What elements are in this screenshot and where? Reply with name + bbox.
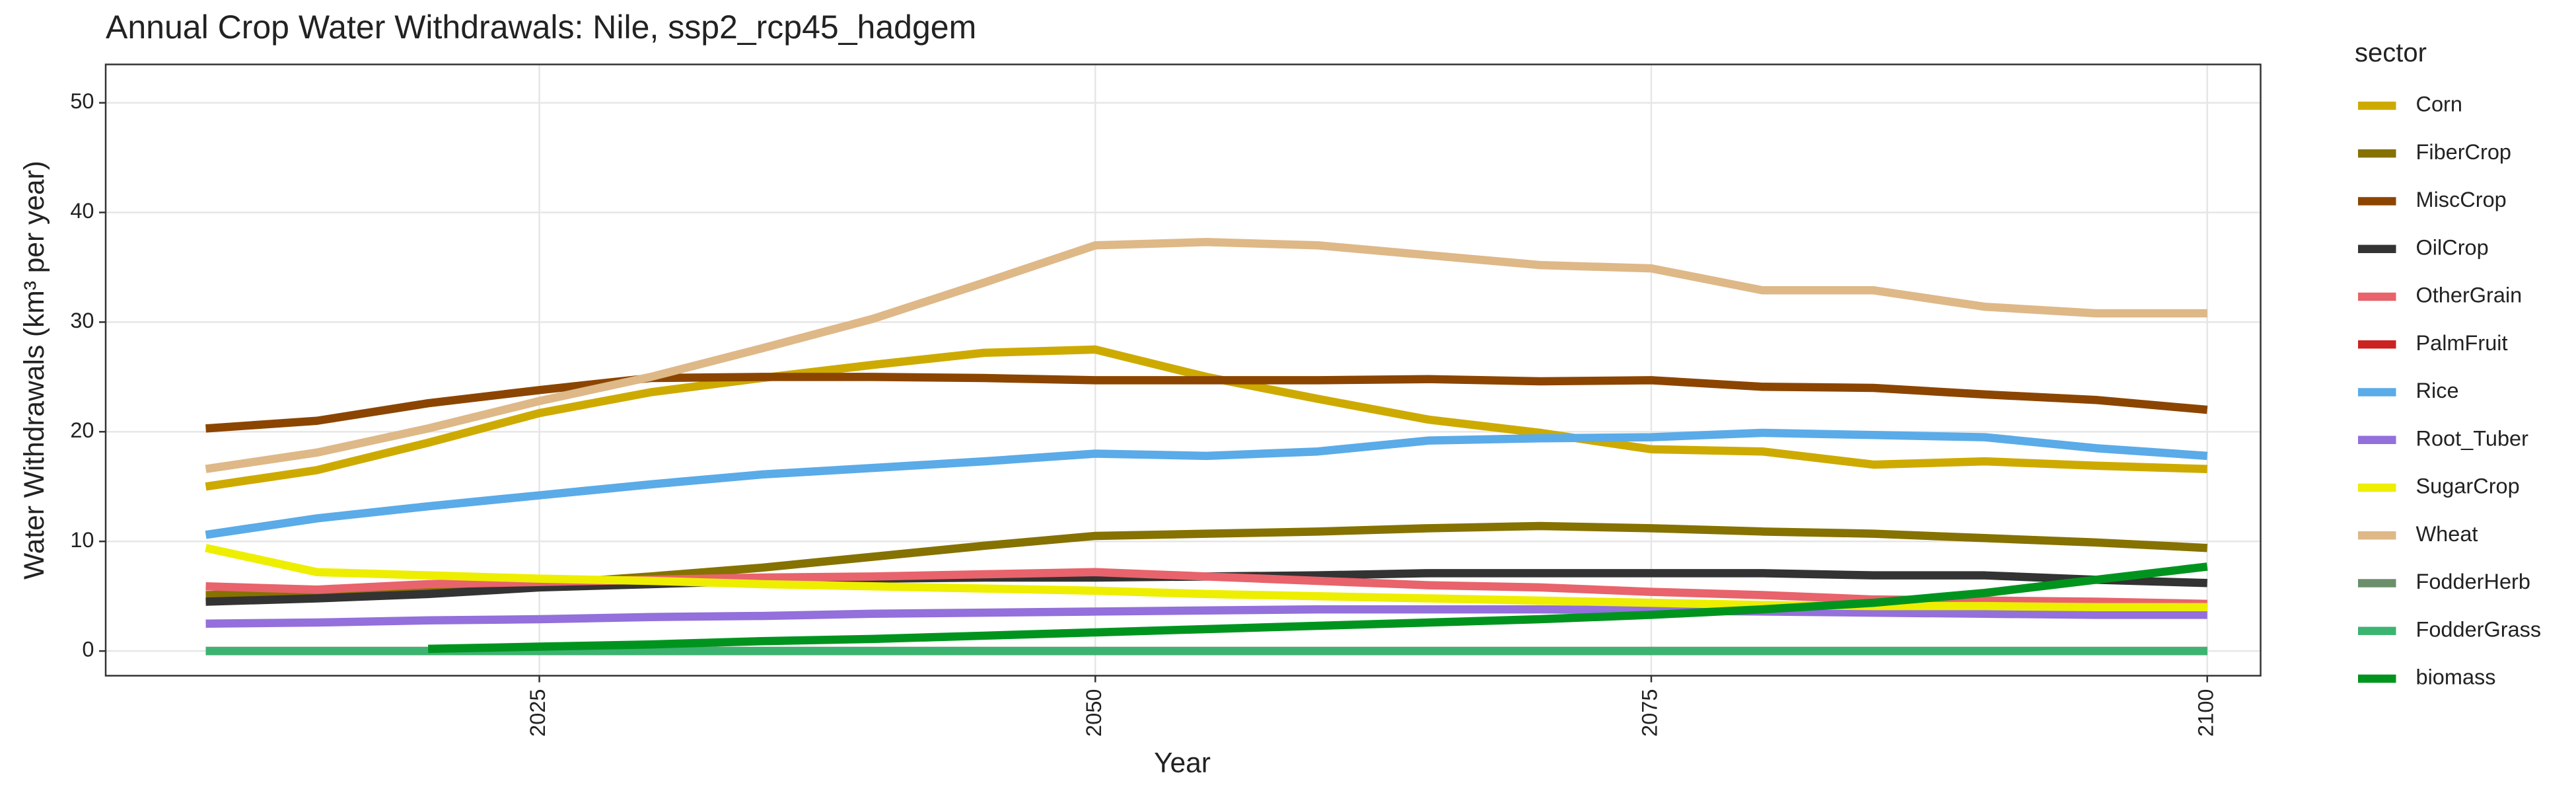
y-tick-label: 30 (70, 309, 94, 332)
legend-label: OilCrop (2416, 235, 2489, 259)
chart-title: Annual Crop Water Withdrawals: Nile, ssp… (106, 9, 976, 46)
legend-label: PalmFruit (2416, 331, 2508, 355)
legend-label: biomass (2416, 665, 2496, 689)
y-tick-label: 20 (70, 418, 94, 442)
y-tick-label: 50 (70, 89, 94, 113)
legend-label: OtherGrain (2416, 283, 2522, 307)
series-line (205, 238, 2207, 473)
legend-label: MiscCrop (2416, 188, 2507, 211)
y-tick-label: 0 (82, 638, 94, 661)
legend-label: FodderHerb (2416, 570, 2530, 593)
plot-border (104, 63, 2262, 677)
series-line (205, 605, 2207, 628)
legend-title: sector (2355, 38, 2427, 67)
x-tick-label: 2050 (1082, 689, 1106, 737)
legend-label: Corn (2416, 93, 2462, 116)
legend-label: Rice (2416, 379, 2459, 402)
legend-label: FodderGrass (2416, 617, 2542, 641)
y-tick-label: 40 (70, 199, 94, 223)
legend-label: Root_Tuber (2416, 426, 2529, 450)
legend-label: SugarCrop (2416, 474, 2520, 498)
series-line (205, 428, 2208, 539)
x-tick-label: 2075 (1638, 689, 1662, 737)
series-line (428, 562, 2208, 654)
y-axis-title: Water Withdrawals (km³ per year) (19, 161, 50, 580)
series-line (205, 373, 2208, 433)
x-axis-title: Year (1154, 748, 1211, 779)
x-tick-label: 2025 (526, 689, 550, 737)
legend-label: Wheat (2416, 522, 2478, 546)
x-tick-label: 2100 (2194, 689, 2217, 737)
y-tick-label: 10 (70, 528, 94, 552)
legend-label: FiberCrop (2416, 140, 2512, 164)
